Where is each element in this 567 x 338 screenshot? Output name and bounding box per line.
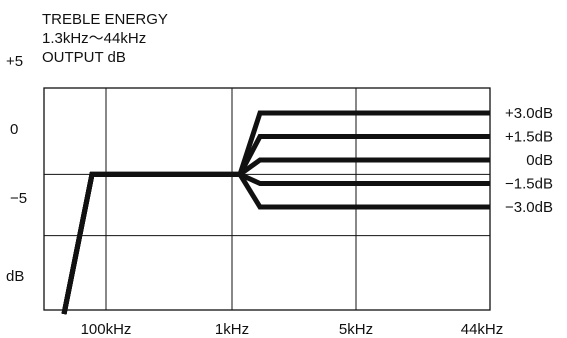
series-labels: +3.0dB +1.5dB 0dB −1.5dB −3.0dB xyxy=(505,105,553,216)
series-label: 0dB xyxy=(526,152,553,169)
series-label: +3.0dB xyxy=(505,105,553,122)
y-axis-labels: +5 0 −5 xyxy=(6,53,27,207)
chart-title-line-3: OUTPUT dB xyxy=(42,49,126,66)
series-line-5 xyxy=(61,171,490,315)
series-line-2 xyxy=(61,134,490,315)
series-line-1 xyxy=(61,110,490,315)
chart-title-line-1: TREBLE ENERGY xyxy=(42,11,168,28)
series-label: −3.0dB xyxy=(505,199,553,216)
x-tick-label: 100kHz xyxy=(81,321,132,338)
grid-lines xyxy=(44,88,490,310)
chart-title: TREBLE ENERGY 1.3kHz～44kHz OUTPUT dB xyxy=(42,10,168,67)
x-tick-label: 1kHz xyxy=(215,321,249,338)
y-tick-label: +5 xyxy=(6,53,23,70)
series-label: −1.5dB xyxy=(505,176,553,193)
plot-frame xyxy=(43,87,491,311)
series-label: +1.5dB xyxy=(505,129,553,146)
y-tick-label: −5 xyxy=(10,190,27,207)
x-tick-label: 5kHz xyxy=(339,321,373,338)
series-line-4 xyxy=(61,171,490,315)
response-lines xyxy=(61,110,490,315)
y-axis-label: dB xyxy=(6,268,24,285)
x-axis-labels: 100kHz 1kHz 5kHz 44kHz xyxy=(81,321,504,338)
y-tick-label: 0 xyxy=(10,121,18,138)
x-tick-label: 44kHz xyxy=(461,321,504,338)
chart-title-line-2: 1.3kHz～44kHz xyxy=(42,30,147,47)
